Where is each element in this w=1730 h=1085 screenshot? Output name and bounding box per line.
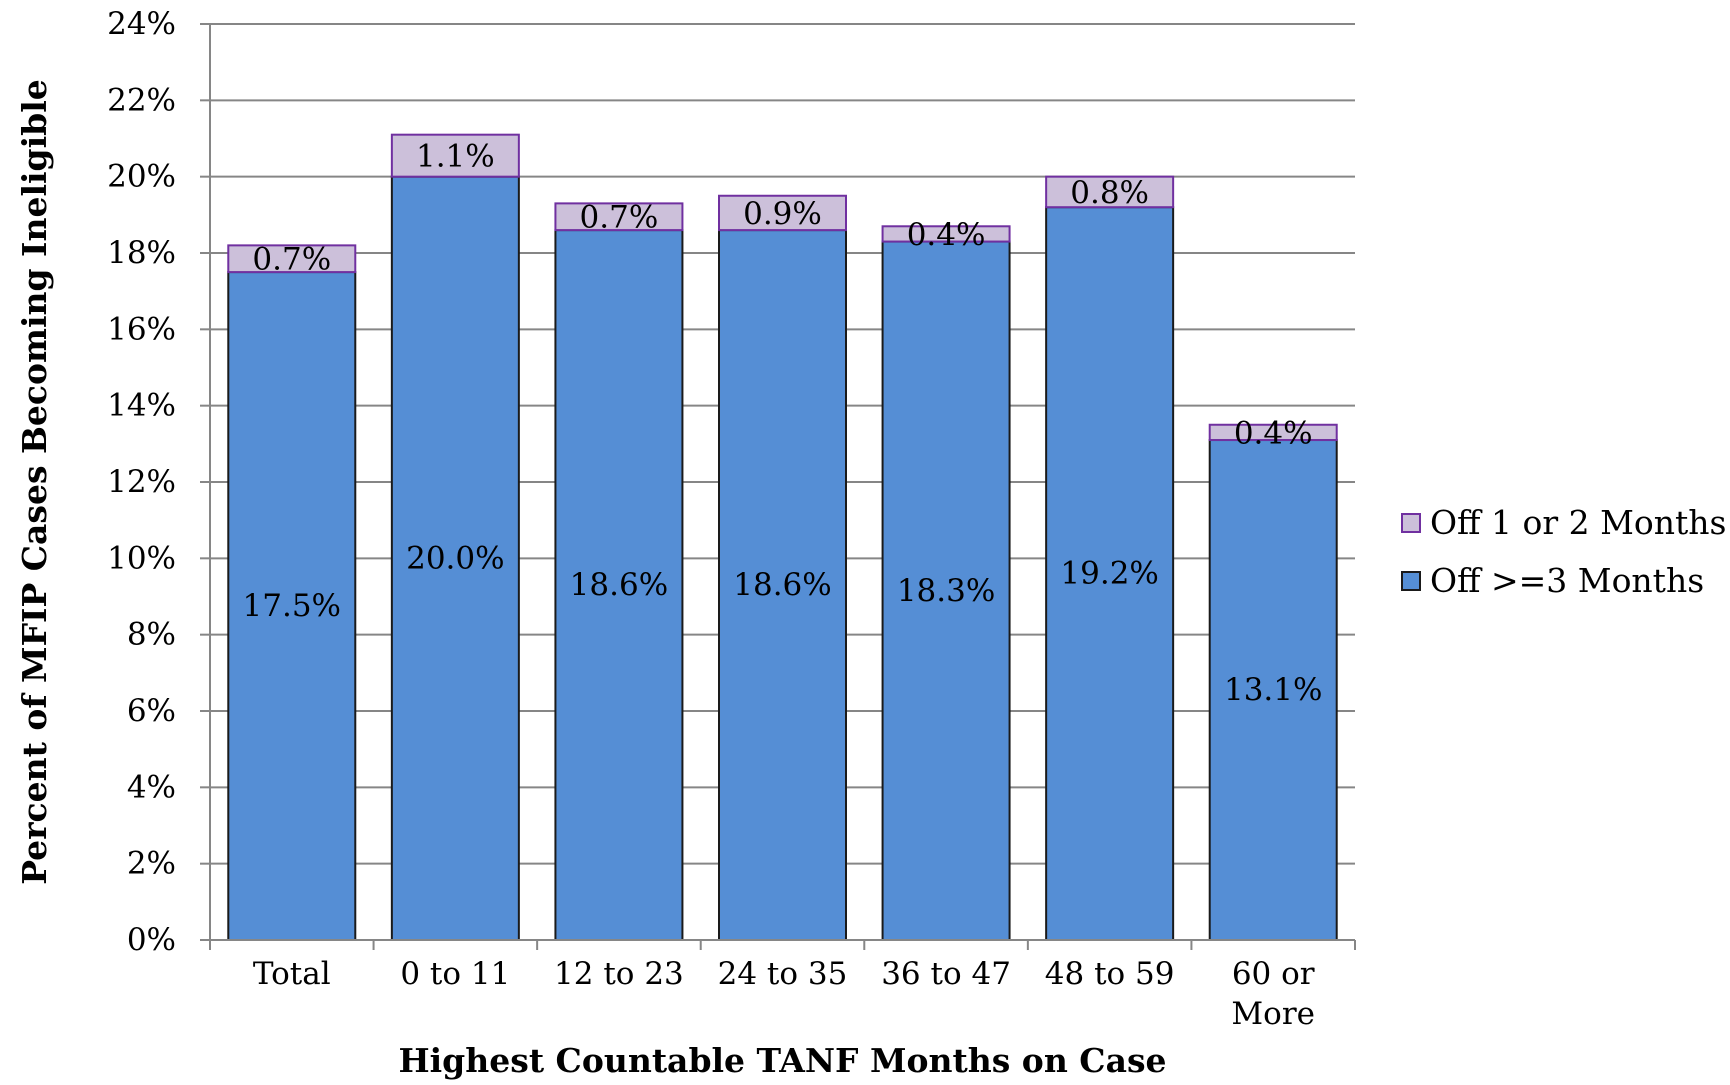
bar-off-1-2-months [390, 133, 520, 178]
y-tick-label: 2% [127, 846, 176, 882]
legend-swatch [1401, 513, 1421, 533]
bar-off-3-plus-months [227, 271, 357, 942]
data-label-off-1-2-months: 0.7% [580, 200, 659, 236]
y-tick-label: 22% [107, 82, 176, 118]
y-tick-label: 4% [127, 769, 176, 805]
y-tick-label: 12% [107, 464, 176, 500]
data-label-off-3-plus-months: 20.0% [406, 540, 504, 576]
x-category-label: 12 to 23 [554, 956, 684, 992]
data-label-off-1-2-months: 1.1% [416, 139, 495, 175]
legend-swatch [1401, 571, 1421, 591]
y-tick-label: 18% [107, 235, 176, 271]
bar-off-3-plus-months [718, 229, 847, 942]
y-tick-label: 0% [127, 922, 176, 958]
y-tick-label: 6% [127, 693, 176, 729]
x-category-label: 48 to 59 [1045, 956, 1175, 992]
x-category-label: 24 to 35 [718, 956, 848, 992]
data-label-off-3-plus-months: 17.5% [243, 588, 341, 624]
y-tick-label: 8% [127, 617, 176, 653]
x-category-label: 60 or More [1231, 956, 1315, 1032]
data-label-off-3-plus-months: 18.3% [897, 573, 995, 609]
data-label-off-3-plus-months: 13.1% [1224, 672, 1322, 708]
data-label-off-1-2-months: 0.4% [907, 217, 986, 253]
x-category-label: 36 to 47 [881, 956, 1011, 992]
y-axis-title: Percent of MFIP Cases Becoming Ineligibl… [15, 79, 54, 885]
data-label-off-3-plus-months: 18.6% [733, 567, 831, 603]
x-axis-title: Highest Countable TANF Months on Case [398, 1041, 1166, 1080]
y-tick-label: 10% [107, 540, 176, 576]
legend-label: Off >=3 Months [1430, 561, 1704, 600]
y-tick-label: 24% [107, 6, 176, 42]
data-label-off-1-2-months: 0.7% [252, 242, 331, 278]
data-label-off-1-2-months: 0.8% [1070, 175, 1149, 211]
bar-off-3-plus-months [1208, 439, 1338, 941]
x-category-label: Total [253, 956, 331, 992]
data-label-off-1-2-months: 0.9% [743, 196, 822, 232]
y-tick-label: 14% [107, 388, 176, 424]
data-label-off-1-2-months: 0.4% [1234, 415, 1313, 451]
legend-label: Off 1 or 2 Months [1430, 503, 1726, 542]
bar-off-3-plus-months [554, 229, 684, 942]
data-label-off-3-plus-months: 19.2% [1060, 556, 1158, 592]
bar-off-1-2-months [718, 194, 847, 232]
bar-off-1-2-months [1208, 423, 1338, 442]
data-label-off-3-plus-months: 18.6% [570, 567, 668, 603]
y-tick-label: 20% [107, 159, 176, 195]
bar-off-3-plus-months [1045, 206, 1175, 941]
bar-off-1-2-months [1045, 175, 1175, 209]
bar-off-1-2-months [554, 202, 684, 232]
bar-off-1-2-months [227, 244, 357, 274]
y-tick-label: 16% [107, 311, 176, 347]
x-category-label: 0 to 11 [400, 956, 510, 992]
bar-off-1-2-months [881, 225, 1011, 243]
